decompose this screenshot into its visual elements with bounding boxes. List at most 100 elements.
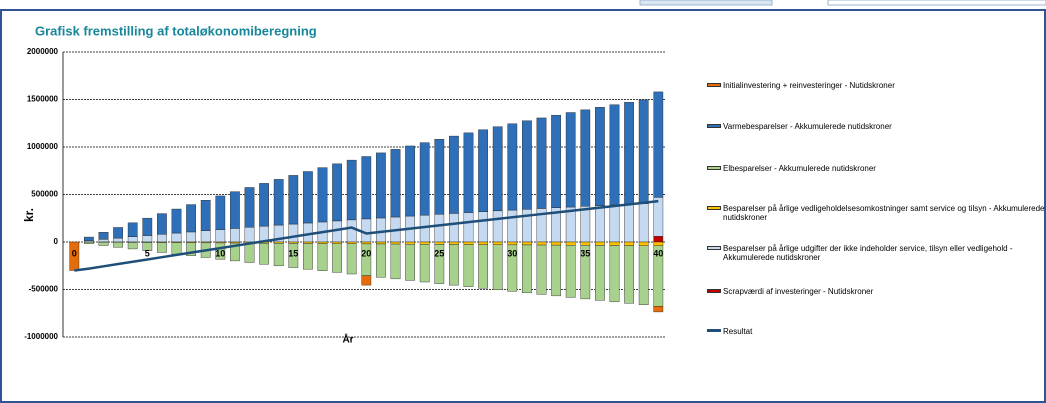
bar <box>244 242 255 263</box>
bar <box>624 204 634 243</box>
x-tick-label: 40 <box>653 248 663 258</box>
bar <box>84 241 94 244</box>
bar <box>230 228 240 243</box>
bar <box>98 232 109 240</box>
bar <box>653 241 664 246</box>
bar <box>580 206 591 243</box>
bar <box>113 227 123 239</box>
bar <box>624 245 634 304</box>
top-strip <box>827 0 1046 6</box>
bar <box>551 241 561 246</box>
legend-swatch <box>707 83 721 87</box>
x-tick-label: 0 <box>72 248 77 258</box>
legend-label: Besparelser på årlige udgifter der ikke … <box>723 244 1013 262</box>
frame <box>0 9 1046 403</box>
bar <box>434 139 445 215</box>
legend-swatch <box>707 166 721 170</box>
bar <box>449 135 459 214</box>
bar <box>259 183 269 227</box>
bar <box>507 244 518 292</box>
bar <box>317 241 328 244</box>
y-tick-label: 500000 <box>31 190 58 199</box>
bar <box>215 242 226 260</box>
bar <box>478 211 488 243</box>
bar <box>317 167 328 223</box>
bar <box>653 306 664 313</box>
bar <box>551 114 561 209</box>
bar <box>405 241 415 245</box>
x-axis-label: År <box>342 333 353 346</box>
bar <box>171 232 182 243</box>
y-tick-label: -1000000 <box>24 332 58 341</box>
bar <box>142 235 153 243</box>
bar <box>244 227 255 243</box>
legend-item: Resultat <box>707 327 1046 336</box>
bar <box>127 236 138 243</box>
bar <box>595 241 605 246</box>
bar <box>215 229 226 243</box>
bar <box>303 243 313 270</box>
bar <box>434 241 445 245</box>
bar <box>609 241 620 246</box>
line-series <box>74 199 659 272</box>
bar <box>536 244 547 295</box>
bar <box>449 213 459 243</box>
bar <box>390 149 401 218</box>
bar <box>332 241 342 244</box>
x-tick-label: 30 <box>507 248 517 258</box>
legend-swatch <box>707 206 721 210</box>
bar <box>565 112 576 208</box>
bar <box>551 244 561 297</box>
bar <box>492 241 503 245</box>
bar <box>376 152 386 219</box>
bar <box>638 203 649 243</box>
bar <box>142 242 153 251</box>
bar <box>303 171 313 224</box>
legend-item: Scrapværdi af investeringer - Nutidskron… <box>707 287 1046 296</box>
bar <box>624 241 634 246</box>
x-tick-label: 35 <box>580 248 590 258</box>
bar <box>346 241 357 245</box>
bar <box>624 102 634 205</box>
bar <box>653 197 664 237</box>
bar <box>405 243 415 281</box>
bar <box>84 236 94 241</box>
bar <box>536 241 547 246</box>
bar <box>463 244 474 287</box>
bar <box>244 187 255 228</box>
bar <box>609 245 620 303</box>
bar <box>638 245 649 305</box>
legend-label: Varmebesparelser - Akkumulerede nutidskr… <box>723 122 892 131</box>
legend-item: Varmebesparelser - Akkumulerede nutidskr… <box>707 122 1046 131</box>
bar <box>157 213 167 235</box>
legend-item: Initialinvestering + reinvesteringer - N… <box>707 81 1046 90</box>
bar <box>288 243 299 268</box>
bar <box>127 242 138 250</box>
bar <box>171 242 182 255</box>
bar <box>69 241 80 271</box>
bar <box>288 241 299 244</box>
bar <box>492 126 503 212</box>
legend-item: Elbesparelser - Akkumulerede nutidskrone… <box>707 164 1046 173</box>
bar <box>332 163 342 222</box>
bar <box>609 204 620 243</box>
bar <box>609 104 620 206</box>
legend-item: Besparelser på årlige vedligeholdelsesom… <box>707 204 1046 222</box>
bar <box>492 210 503 243</box>
bar <box>361 156 372 220</box>
y-tick-label: -500000 <box>29 285 59 294</box>
bar <box>492 244 503 290</box>
bar <box>332 243 342 273</box>
bar <box>507 241 518 246</box>
bar <box>142 217 153 236</box>
bar <box>419 142 430 216</box>
bar <box>273 179 284 226</box>
bar <box>376 243 386 278</box>
bar <box>303 241 313 244</box>
bar <box>157 242 167 253</box>
bar <box>317 243 328 271</box>
bar <box>522 244 532 294</box>
legend-swatch <box>707 246 721 250</box>
bar <box>638 99 649 204</box>
bar <box>449 244 459 286</box>
